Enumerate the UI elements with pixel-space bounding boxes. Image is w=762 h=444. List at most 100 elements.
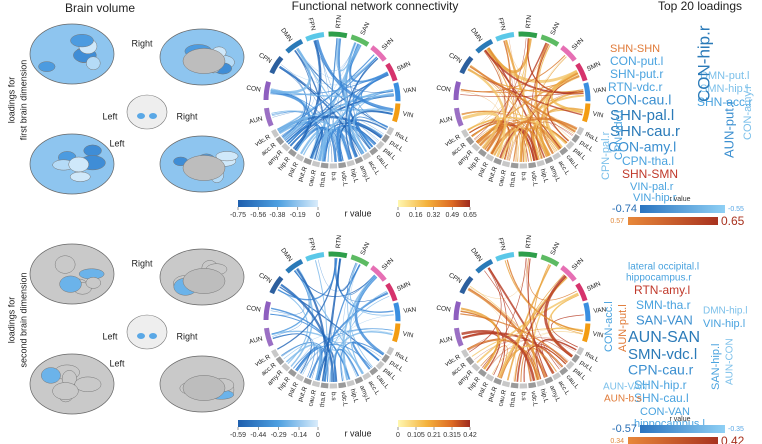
brain-region [38, 61, 56, 72]
node-arc [305, 32, 325, 42]
hemisphere-label: Left [109, 138, 125, 148]
coronal-slice [126, 314, 168, 350]
node-arc [287, 368, 297, 378]
node-arc [560, 265, 577, 282]
node-arc [576, 346, 585, 356]
node-arc [560, 45, 577, 62]
brain-region [74, 376, 102, 393]
connection [487, 38, 532, 73]
connection [468, 268, 502, 353]
node-arc [454, 327, 464, 347]
loading-word: VIN-hip.r [633, 192, 677, 204]
connection [272, 333, 315, 378]
connection [280, 342, 329, 382]
connection [315, 39, 394, 112]
connection [271, 110, 310, 152]
connection [505, 40, 583, 113]
node-label: vdc.L [529, 391, 538, 408]
node-arc [350, 34, 370, 47]
node-arc [350, 254, 370, 267]
connection [460, 313, 568, 363]
node-label: DMN [469, 27, 483, 43]
loading-word: AUN-put.r [721, 100, 736, 158]
node-arc [559, 366, 569, 376]
connection [322, 124, 376, 162]
node-arc [495, 32, 515, 42]
node-label: CON [246, 85, 262, 94]
connection [349, 262, 394, 316]
connection [300, 128, 349, 160]
colorbar-tick-label: 0.42 [463, 432, 477, 439]
connection [487, 267, 555, 374]
node-arc [385, 62, 398, 82]
connection [279, 66, 363, 155]
connection [333, 348, 360, 382]
connection [490, 117, 578, 155]
loading-word: SHN-SHN [610, 43, 660, 55]
connection [297, 48, 387, 130]
node-arc [518, 31, 538, 39]
node-arc [275, 136, 285, 146]
node-label: cau.R [497, 169, 508, 187]
loading-word: SMN-vdc.l [628, 346, 697, 363]
node-arc [269, 55, 284, 75]
connection [279, 65, 371, 150]
brain-region [85, 277, 101, 289]
loading-word: lateral occipital.l [628, 262, 699, 273]
node-label: hip.L [539, 388, 550, 404]
colorbar [398, 200, 470, 207]
colorbar-tick-label: 0.21 [427, 432, 441, 439]
connection [348, 110, 393, 158]
node-label: DMN [279, 247, 293, 263]
connection [474, 340, 569, 362]
connection [344, 42, 364, 155]
connection [551, 75, 583, 113]
colorbar [398, 420, 470, 427]
node-label: vdc.L [339, 391, 348, 408]
node-arc [536, 379, 545, 387]
loading-word: CON-hip.r [694, 25, 713, 102]
node-arc [485, 373, 495, 382]
node-arc [354, 376, 364, 385]
connection [460, 91, 584, 98]
node-arc [471, 142, 481, 152]
loading-word: CON-amy.r [742, 85, 754, 140]
hemisphere-label: Right [131, 258, 153, 268]
node-arc [576, 126, 585, 136]
connection [501, 94, 584, 160]
node-label: tha.R [509, 171, 518, 188]
node-label: VIN [592, 111, 604, 120]
node-label: cau.R [497, 389, 508, 407]
node-arc [582, 103, 591, 123]
node-arc [370, 45, 387, 62]
node-label: RTN [525, 14, 533, 28]
colorbar-end: 0.34 [610, 438, 624, 444]
loading-word: VIN-hip.l [703, 318, 745, 330]
subcortical [149, 333, 157, 339]
connection [504, 130, 526, 162]
node-arc [305, 252, 325, 262]
loading-word: AUN-CON [725, 338, 736, 385]
connection [277, 258, 338, 301]
connection [308, 291, 389, 379]
loading-word: SHN-cau.r [610, 123, 680, 140]
connection [357, 116, 388, 143]
connection [293, 270, 376, 297]
brain-region [69, 171, 91, 182]
connection [483, 50, 506, 155]
node-label: b.s [520, 172, 527, 182]
loading-word: AUN-put.l [617, 304, 629, 352]
node-arc [369, 366, 379, 376]
node-label: SHN [381, 257, 396, 272]
connection [467, 289, 516, 382]
colorbar-tick-label: -0.14 [291, 432, 307, 439]
connection [527, 258, 548, 377]
connection [313, 40, 394, 93]
connection [460, 310, 506, 378]
connection [509, 89, 584, 161]
node-label: SMN [586, 60, 602, 73]
connection [310, 122, 382, 159]
node-label: CPN [447, 272, 463, 285]
connection [345, 57, 379, 160]
